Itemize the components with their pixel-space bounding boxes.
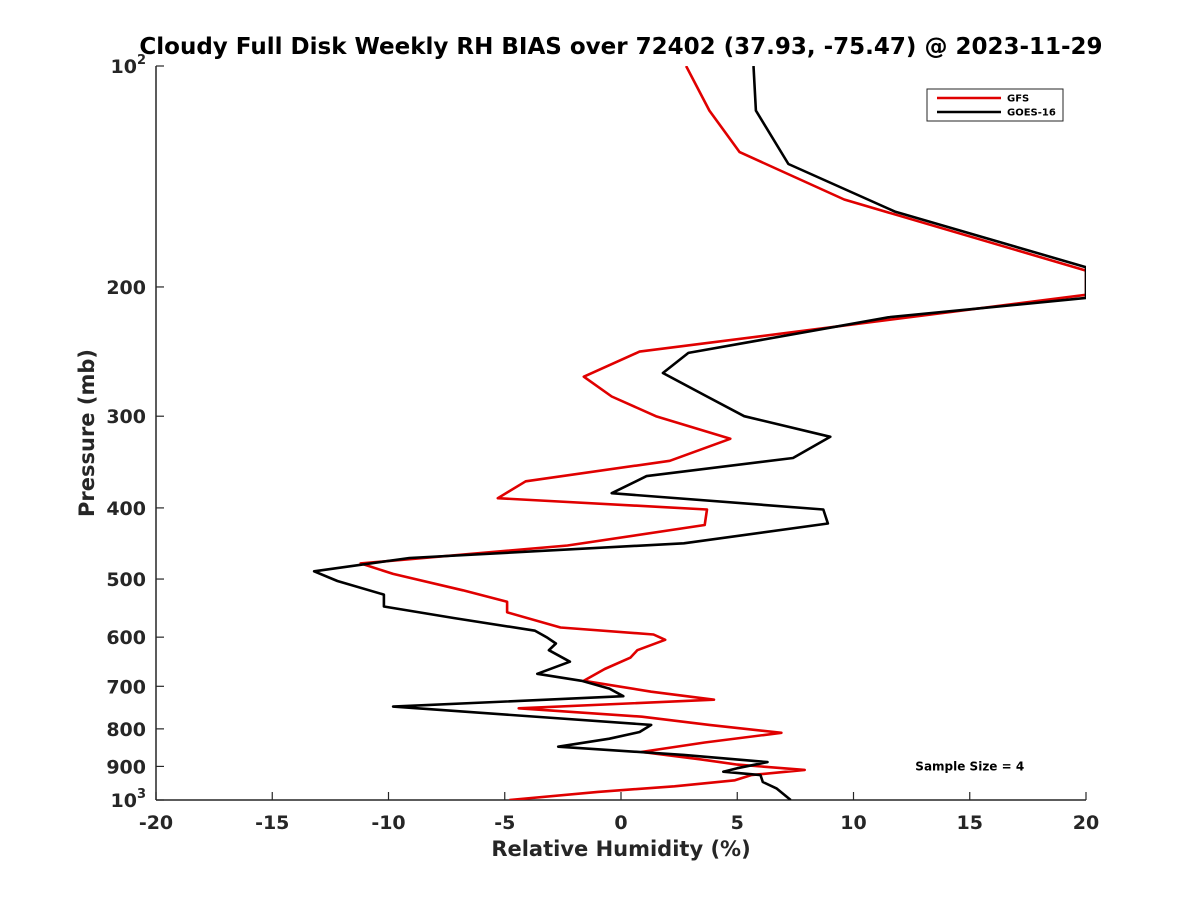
plot-area: -20 -15 -10 -5 0 5 10 15 20 102 200 300 400 500 600 700…: [106, 53, 1099, 834]
legend-box: [926, 88, 1064, 122]
x-tick-label: -10: [371, 812, 405, 834]
x-tick-label: -5: [494, 812, 515, 834]
y-tick-label: 600: [106, 627, 146, 649]
x-tick-label: 5: [731, 812, 744, 834]
y-tick-label: 400: [106, 498, 146, 520]
y-tick-label: 900: [106, 756, 146, 778]
y-tick-label: 103: [111, 787, 147, 812]
legend-label-goes-16: GOES-16: [1007, 108, 1056, 119]
x-tick-label: -20: [139, 812, 173, 834]
series-line-goes-16: [312, 66, 1086, 800]
y-tick-label: 300: [106, 406, 146, 428]
y-tick-label: 500: [106, 569, 146, 591]
legend: GFS GOES-16: [926, 88, 1064, 122]
y-tick-label: 200: [106, 277, 146, 299]
x-axis-label: Relative Humidity (%): [491, 837, 750, 861]
x-tick-label: -15: [255, 812, 289, 834]
x-tick-label: 10: [840, 812, 866, 834]
chart-title: Cloudy Full Disk Weekly RH BIAS over 724…: [139, 34, 1102, 60]
sample-size-annotation: Sample Size = 4: [915, 759, 1024, 773]
y-tick-label: 800: [106, 719, 146, 741]
y-axis-label: Pressure (mb): [75, 349, 99, 517]
y-tick-label: 102: [111, 53, 147, 78]
legend-label-gfs: GFS: [1007, 94, 1029, 105]
y-tick-label: 700: [106, 676, 146, 698]
series-line-gfs: [359, 66, 1086, 800]
x-tick-label: 0: [614, 812, 627, 834]
x-tick-label: 20: [1073, 812, 1099, 834]
x-tick-label: 15: [957, 812, 983, 834]
